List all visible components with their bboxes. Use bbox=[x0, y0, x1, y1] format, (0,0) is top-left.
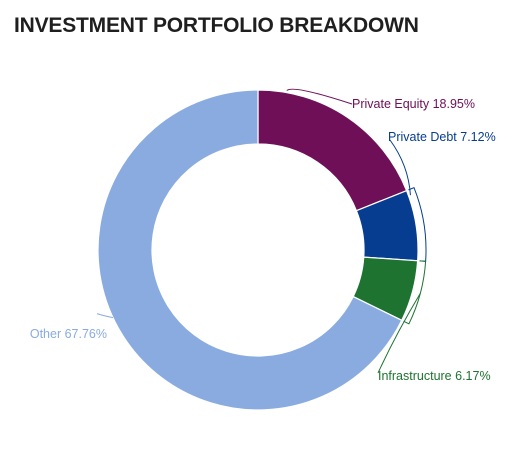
label-other: Other 67.76% bbox=[30, 327, 107, 341]
label-infrastructure: Infrastructure 6.17% bbox=[378, 369, 491, 383]
label-private-equity: Private Equity 18.95% bbox=[352, 97, 475, 111]
leader-infrastructure bbox=[377, 293, 421, 374]
donut-slices bbox=[97, 89, 419, 411]
slice-other[interactable] bbox=[97, 89, 403, 411]
leader-other bbox=[96, 313, 114, 319]
slice-labels: Private Equity 18.95% Private Debt 7.12% I… bbox=[30, 97, 496, 383]
label-private-debt: Private Debt 7.12% bbox=[388, 130, 496, 144]
chart-title: INVESTMENT PORTFOLIO BREAKDOWN bbox=[14, 14, 419, 37]
label-leaders bbox=[96, 88, 427, 374]
leader-private-debt bbox=[389, 139, 411, 196]
leader-private-equity bbox=[286, 88, 353, 105]
